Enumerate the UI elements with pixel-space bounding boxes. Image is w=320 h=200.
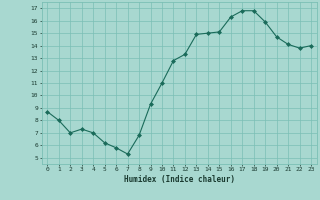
X-axis label: Humidex (Indice chaleur): Humidex (Indice chaleur): [124, 175, 235, 184]
